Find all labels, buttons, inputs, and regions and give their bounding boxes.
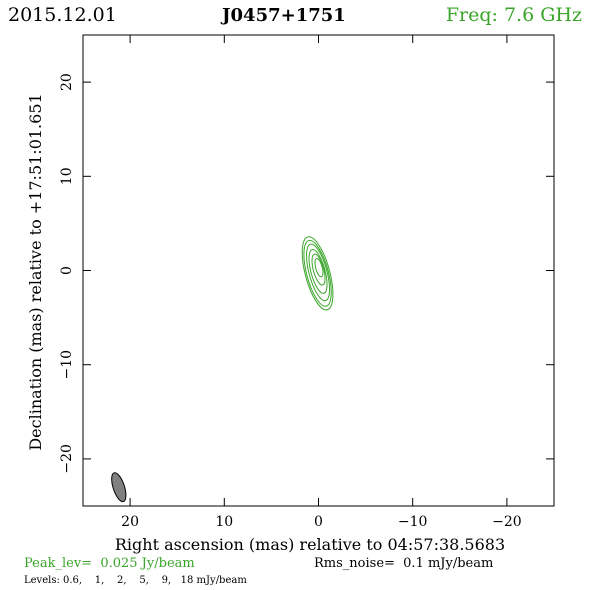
beam-ellipse <box>111 472 127 503</box>
contour-level-1 <box>303 239 332 307</box>
x-tick-label: −20 <box>492 514 522 530</box>
contour-level-0_6 <box>301 236 334 311</box>
contour-level-18 <box>314 258 324 278</box>
rms-noise: Rms_noise= 0.1 mJy/beam <box>314 556 493 571</box>
contour-level-5 <box>308 249 328 294</box>
x-axis-label: Right ascension (mas) relative to 04:57:… <box>115 535 505 554</box>
y-tick-label: −10 <box>59 350 75 380</box>
x-tick-label: −10 <box>398 514 428 530</box>
y-tick-label: 0 <box>59 266 75 275</box>
contour-level-2 <box>306 243 331 302</box>
observation-date: 2015.12.01 <box>8 4 117 26</box>
frequency-label: Freq: 7.6 GHz <box>446 4 582 26</box>
source-name: J0457+1751 <box>220 5 346 26</box>
beam-group <box>111 472 127 503</box>
peak-level: Peak_lev= 0.025 Jy/beam <box>24 556 195 571</box>
x-tick-label: 20 <box>121 514 139 530</box>
x-tick-label: 0 <box>314 514 323 530</box>
x-tick-label: 10 <box>215 514 233 530</box>
contour-level-9 <box>311 253 326 286</box>
y-axis-label: Declination (mas) relative to +17:51:01.… <box>26 93 45 450</box>
contour-levels: Levels: 0.6, 1, 2, 5, 9, 18 mJy/beam <box>24 575 247 586</box>
axis-ticks <box>83 35 554 506</box>
y-tick-label: −20 <box>59 444 75 474</box>
contour-group <box>301 236 334 311</box>
y-tick-label: 20 <box>59 73 75 91</box>
axis-tick-labels: 20 10 0 −10 −20 −20 −10 0 10 20 <box>59 73 522 530</box>
plot-frame <box>82 34 555 507</box>
y-tick-label: 10 <box>59 167 75 185</box>
